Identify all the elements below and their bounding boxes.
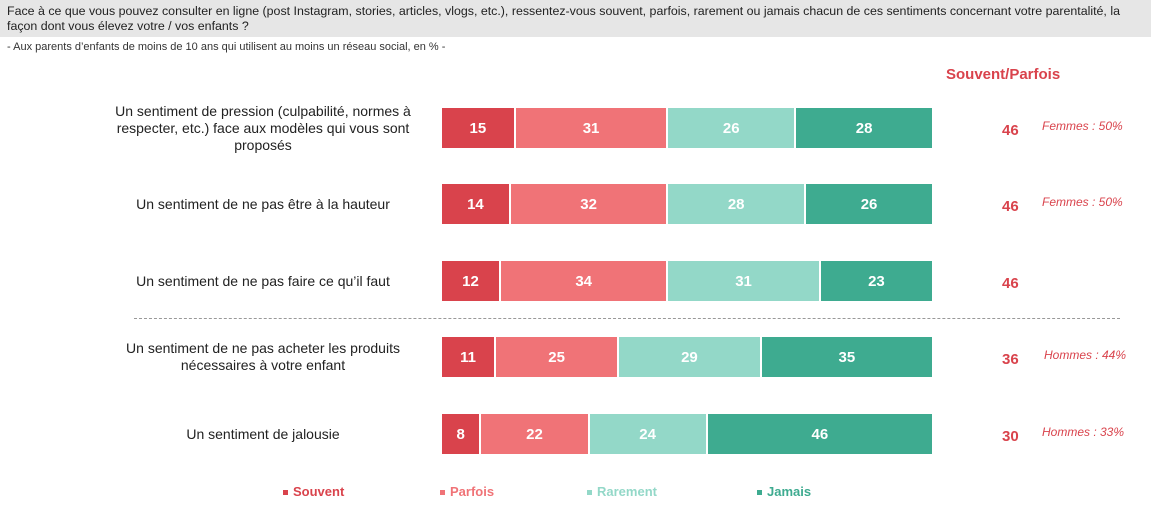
legend-item-souvent: Souvent (283, 484, 344, 499)
bar-segment-souvent: 11 (442, 337, 497, 377)
bar-segment-parfois: 25 (496, 337, 620, 377)
bar-segment-parfois: 22 (481, 414, 590, 454)
group-divider (134, 318, 1120, 319)
bar-segment-souvent: 8 (442, 414, 482, 454)
population-subtitle: - Aux parents d’enfants de moins de 10 a… (7, 41, 446, 53)
bar-segment-jamais: 28 (796, 108, 934, 148)
legend-item-jamais: Jamais (757, 484, 811, 499)
souvent-parfois-value: 46 (1002, 122, 1019, 139)
bar-segment-jamais: 23 (820, 261, 934, 301)
bar-segment-jamais: 35 (761, 337, 934, 377)
legend-label: Parfois (450, 484, 495, 499)
legend-label: Souvent (293, 484, 345, 499)
row-label: Un sentiment de ne pas acheter les produ… (126, 340, 400, 373)
legend-label: Rarement (597, 484, 657, 499)
bar-segment-rarement: 24 (589, 414, 708, 454)
bar-segment-rarement: 29 (619, 337, 762, 377)
gender-note: Hommes : 44% (1044, 348, 1127, 362)
legend-item-rarement: Rarement (587, 484, 657, 499)
souvent-parfois-value: 30 (1002, 428, 1019, 445)
bar-segment-parfois: 31 (515, 108, 669, 148)
bar-segment-rarement: 28 (668, 184, 807, 224)
bar-segment-souvent: 12 (442, 261, 502, 301)
bar-segment-souvent: 15 (442, 108, 516, 148)
gender-note: Hommes : 33% (1042, 425, 1125, 439)
bar-segment-parfois: 32 (510, 184, 669, 224)
gender-note: Femmes : 50% (1042, 195, 1123, 209)
bar-segment-jamais: 26 (806, 184, 934, 224)
question-band (0, 0, 1151, 37)
souvent-parfois-value: 36 (1002, 351, 1019, 368)
row-label: Un sentiment de ne pas faire ce qu’il fa… (136, 272, 390, 289)
bar-segment-souvent: 14 (442, 184, 511, 224)
legend-marker (440, 490, 445, 496)
row-label: Un sentiment de jalousie (186, 425, 340, 442)
bar-segment-rarement: 26 (668, 108, 797, 148)
survey-question: Face à ce que vous pouvez consulter en l… (7, 4, 1120, 33)
legend-marker (587, 490, 592, 496)
souvent-parfois-header: Souvent/Parfois (946, 66, 1061, 83)
souvent-parfois-value: 46 (1002, 198, 1019, 215)
row-label: Un sentiment de pression (culpabilité, n… (115, 102, 411, 153)
legend-item-parfois: Parfois (440, 484, 494, 499)
legend-label: Jamais (767, 484, 812, 499)
legend-marker (757, 490, 762, 496)
bar-segment-parfois: 34 (501, 261, 669, 301)
legend-marker (283, 490, 288, 496)
row-label: Un sentiment de ne pas être à la hauteur (136, 195, 390, 212)
souvent-parfois-value: 46 (1002, 275, 1019, 292)
gender-note: Femmes : 50% (1042, 119, 1123, 133)
bar-segment-jamais: 46 (707, 414, 934, 454)
bar-segment-rarement: 31 (668, 261, 821, 301)
